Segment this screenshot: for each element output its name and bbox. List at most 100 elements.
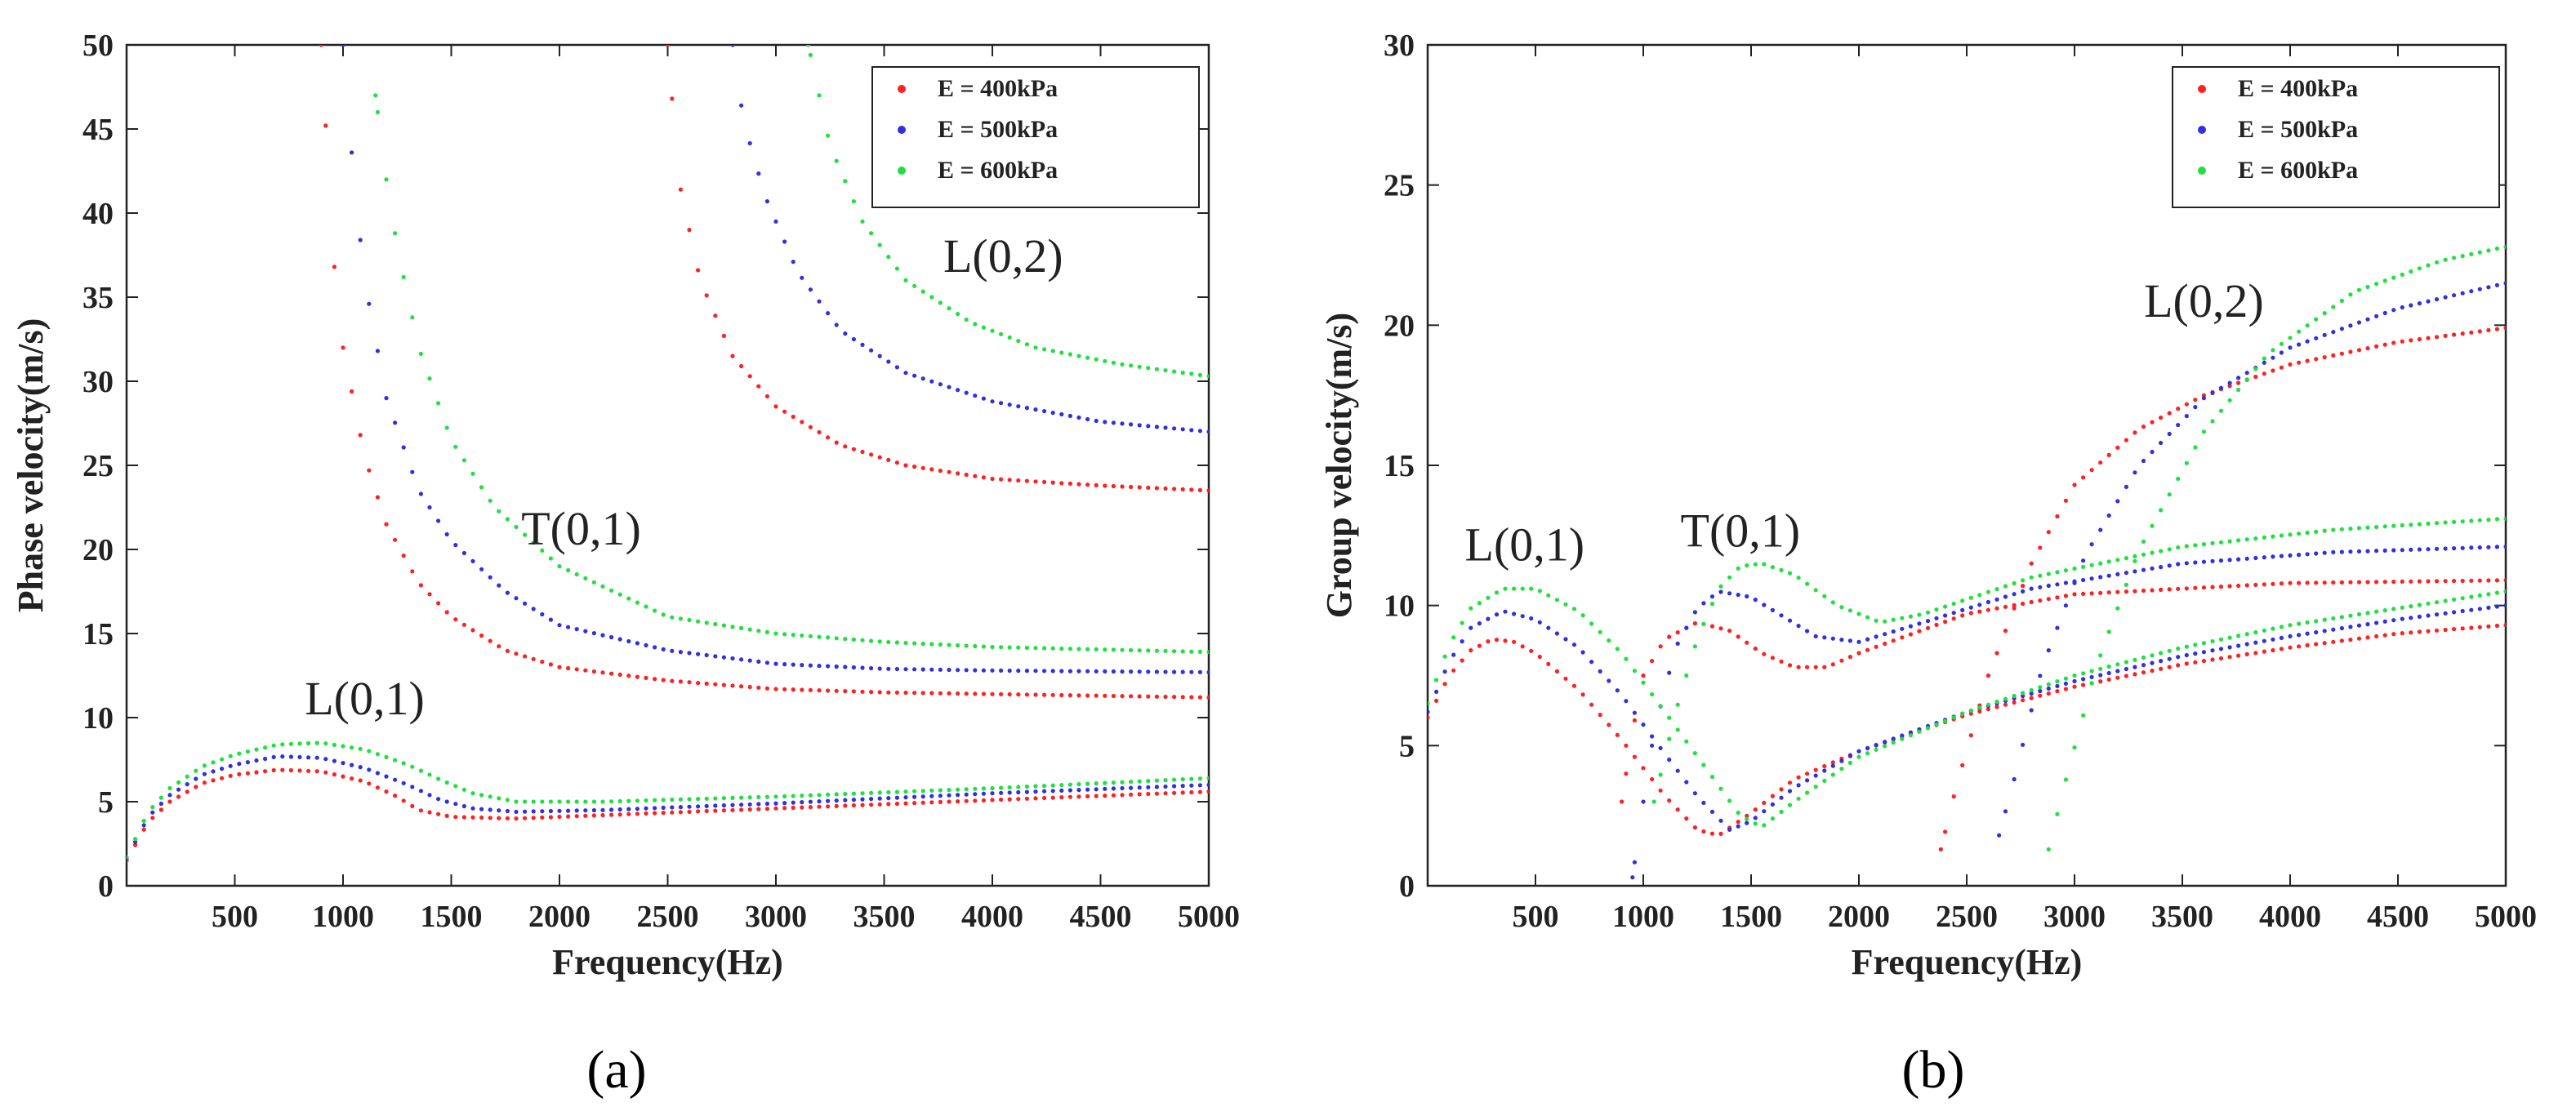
data-point (2322, 617, 2327, 622)
y-tick-label: 30 (82, 365, 114, 399)
data-point (2038, 573, 2043, 578)
data-point (938, 469, 943, 474)
data-point (1137, 694, 1142, 699)
data-point (2159, 508, 2164, 513)
data-point (1503, 609, 1508, 614)
data-point (2331, 616, 2336, 621)
data-point (583, 576, 588, 581)
data-point (2029, 687, 2034, 693)
data-point (2063, 568, 2068, 573)
data-point (1016, 797, 1021, 802)
data-point (1632, 718, 1637, 723)
data-point (2365, 346, 2370, 351)
data-point (2288, 345, 2293, 350)
data-point (782, 794, 787, 799)
data-point (479, 567, 484, 571)
data-point (488, 807, 492, 812)
data-point (877, 639, 882, 644)
data-point (2460, 626, 2465, 631)
data-point (721, 803, 727, 808)
data-point (713, 313, 718, 318)
data-point (1154, 791, 1159, 796)
data-point (2400, 616, 2404, 621)
data-point (687, 809, 692, 815)
data-point (1753, 807, 1758, 812)
data-point (973, 786, 978, 791)
data-point (730, 353, 735, 358)
data-point (938, 788, 943, 793)
data-point (523, 816, 528, 820)
data-point (1874, 618, 1879, 623)
data-point (158, 807, 163, 812)
data-point (990, 399, 995, 404)
data-point (2262, 649, 2266, 654)
data-point (1796, 775, 1801, 780)
data-point (2003, 629, 2008, 634)
data-point (401, 554, 406, 558)
data-point (1180, 790, 1185, 795)
data-point (1745, 640, 1749, 645)
data-point (1129, 694, 1134, 699)
data-point (973, 668, 978, 673)
data-point (2167, 656, 2172, 661)
data-point (427, 772, 432, 777)
data-point (912, 794, 917, 799)
data-point (903, 801, 908, 806)
data-point (973, 393, 978, 398)
data-point (2055, 679, 2060, 684)
data-point (687, 797, 692, 802)
data-point (1189, 783, 1194, 788)
data-point (1520, 586, 1525, 591)
data-point (1753, 598, 1758, 602)
data-point (1813, 665, 1818, 669)
data-point (444, 780, 449, 785)
data-point (704, 681, 709, 687)
data-point (1762, 800, 1767, 806)
data-point (929, 800, 934, 805)
data-point (999, 790, 1004, 795)
data-point (747, 807, 752, 812)
data-point (696, 268, 701, 273)
data-point (903, 463, 908, 468)
data-point (2201, 396, 2206, 401)
y-tick-label: 5 (98, 785, 114, 820)
data-point (1796, 624, 1801, 629)
data-point (358, 765, 363, 770)
data-point (670, 615, 675, 620)
data-point (2400, 605, 2404, 610)
data-point (2106, 670, 2111, 676)
data-point (1477, 621, 1482, 626)
data-point (2227, 398, 2232, 402)
data-point (2029, 575, 2034, 580)
data-point (2133, 569, 2137, 574)
x-tick-label: 1000 (1612, 900, 1674, 934)
data-point (1839, 638, 1844, 642)
data-point (202, 763, 207, 768)
x-tick-label: 1000 (312, 900, 374, 934)
data-point (1067, 352, 1072, 357)
data-point (1994, 587, 1999, 592)
data-point (2227, 655, 2232, 660)
data-point (1154, 778, 1159, 783)
data-point (1960, 598, 1965, 603)
data-point (1197, 372, 1202, 377)
y-tick-label: 0 (1399, 869, 1415, 904)
data-point (1960, 607, 1965, 613)
data-point (2063, 676, 2068, 681)
data-point (540, 799, 545, 804)
data-point (1813, 773, 1818, 778)
data-point (2098, 679, 2103, 684)
data-point (1197, 429, 1202, 434)
data-point (912, 691, 917, 696)
data-point (2322, 629, 2327, 634)
data-point (1180, 370, 1185, 376)
data-point (1494, 590, 1500, 595)
data-point (1718, 786, 1723, 791)
data-point (314, 769, 319, 774)
data-point (2400, 272, 2404, 277)
data-point (271, 754, 276, 760)
data-point (1900, 736, 1905, 741)
data-point (263, 745, 268, 750)
legend-entry: E = 500kPa (2238, 116, 2358, 143)
data-point (263, 756, 268, 762)
